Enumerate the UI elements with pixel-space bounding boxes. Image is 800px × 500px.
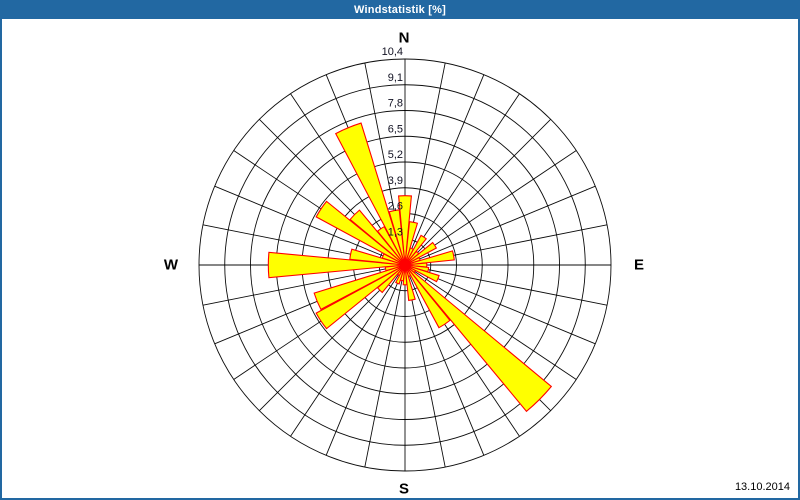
wind-sector-247.5 bbox=[313, 264, 406, 311]
wind-sector-236.25 bbox=[315, 264, 406, 330]
grid-spoke bbox=[404, 185, 596, 266]
wind-sector-56.25 bbox=[404, 241, 438, 266]
date-label: 13.10.2014 bbox=[734, 481, 790, 493]
wind-sector-270 bbox=[267, 251, 406, 279]
wind-sector-168.75 bbox=[404, 264, 416, 302]
grid-spoke bbox=[404, 264, 608, 306]
wind-sector-315 bbox=[349, 209, 406, 266]
wind-sector-78.75 bbox=[404, 250, 455, 266]
ring-label: 3,9 bbox=[388, 175, 403, 187]
grid-spoke bbox=[214, 185, 406, 266]
ring-label: 7,8 bbox=[388, 98, 403, 110]
wind-sector-303.75 bbox=[315, 200, 406, 266]
ring-label: 1,3 bbox=[388, 226, 403, 238]
center-dot bbox=[400, 260, 410, 270]
ring-label: 2,6 bbox=[388, 201, 403, 213]
wind-sector-0 bbox=[397, 195, 413, 266]
wind-sector-180 bbox=[402, 264, 408, 286]
chart-title: Windstatistik [%] bbox=[354, 4, 446, 16]
ring-label: 5,2 bbox=[388, 149, 403, 161]
grid-spoke bbox=[364, 264, 406, 468]
wind-sector-348.75 bbox=[388, 209, 406, 266]
grid-spoke bbox=[404, 119, 551, 266]
compass-label-east: E bbox=[633, 256, 645, 274]
wind-sector-146.25 bbox=[404, 264, 451, 329]
grid-spoke bbox=[404, 93, 520, 266]
wind-sector-135 bbox=[404, 264, 553, 413]
grid-spoke bbox=[404, 74, 485, 266]
ring-label: 10,4 bbox=[382, 46, 403, 58]
wind-sector-337.5 bbox=[334, 122, 406, 266]
ring-label: 6,5 bbox=[388, 123, 403, 135]
compass-label-south: S bbox=[398, 480, 410, 498]
grid-spoke bbox=[404, 264, 577, 380]
wind-sector-33.75 bbox=[404, 234, 427, 266]
grid-spoke bbox=[290, 264, 406, 437]
ring-label: 9,1 bbox=[388, 72, 403, 84]
compass-label-west: W bbox=[163, 256, 179, 274]
compass-label-north: N bbox=[398, 29, 410, 47]
grid-spoke bbox=[325, 264, 406, 456]
chart-title-bar: Windstatistik [%] bbox=[2, 2, 798, 19]
grid-spoke bbox=[404, 264, 485, 456]
grid-spoke bbox=[202, 264, 406, 306]
